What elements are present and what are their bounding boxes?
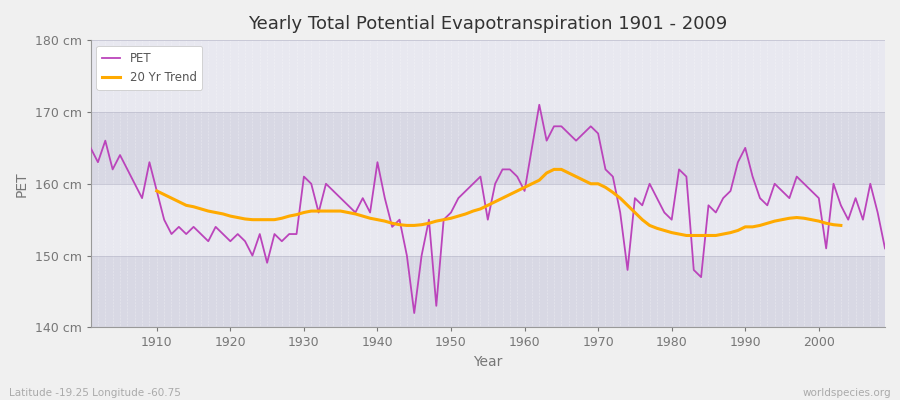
- Y-axis label: PET: PET: [15, 171, 29, 196]
- PET: [534, 102, 544, 107]
- PET: [350, 210, 361, 215]
- Line: 20 Yr Trend: 20 Yr Trend: [157, 169, 841, 236]
- PET: [409, 311, 419, 316]
- Text: Latitude -19.25 Longitude -60.75: Latitude -19.25 Longitude -60.75: [9, 388, 181, 398]
- 20 Yr Trend: [571, 174, 581, 179]
- Legend: PET, 20 Yr Trend: PET, 20 Yr Trend: [96, 46, 202, 90]
- Bar: [91, 256, 885, 328]
- 20 Yr Trend: [549, 167, 560, 172]
- PET: [144, 160, 155, 165]
- X-axis label: Year: Year: [473, 355, 502, 369]
- PET: [622, 268, 633, 272]
- PET: [879, 246, 890, 251]
- PET: [519, 188, 530, 193]
- 20 Yr Trend: [681, 233, 692, 238]
- Bar: [91, 112, 885, 184]
- Title: Yearly Total Potential Evapotranspiration 1901 - 2009: Yearly Total Potential Evapotranspiratio…: [248, 15, 727, 33]
- PET: [306, 181, 317, 186]
- 20 Yr Trend: [416, 222, 427, 227]
- 20 Yr Trend: [269, 217, 280, 222]
- Text: worldspecies.org: worldspecies.org: [803, 388, 891, 398]
- Bar: [91, 40, 885, 112]
- 20 Yr Trend: [835, 223, 846, 228]
- Bar: [91, 184, 885, 256]
- 20 Yr Trend: [673, 232, 684, 236]
- 20 Yr Trend: [328, 209, 338, 214]
- PET: [526, 146, 537, 150]
- 20 Yr Trend: [151, 188, 162, 193]
- PET: [86, 146, 96, 150]
- 20 Yr Trend: [438, 217, 449, 222]
- Line: PET: PET: [91, 105, 885, 313]
